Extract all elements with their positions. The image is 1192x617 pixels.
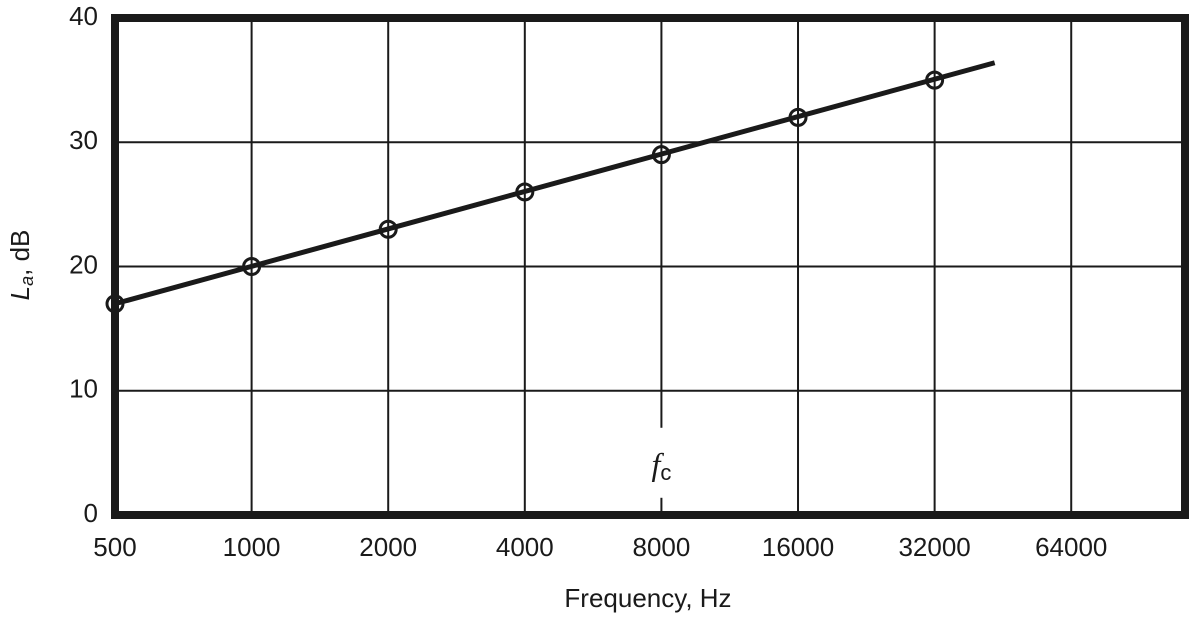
plot-border [111, 14, 1189, 519]
x-tick-label: 16000 [762, 532, 834, 562]
y-axis-label: La, dB [5, 230, 37, 301]
x-tick-label: 500 [93, 532, 136, 562]
y-label-main: L [5, 286, 35, 300]
y-tick-label: 30 [69, 125, 98, 155]
x-tick-label: 2000 [359, 532, 417, 562]
annotation-sub: c [660, 460, 671, 485]
x-axis-label: Frequency, Hz [564, 583, 731, 613]
y-label-sub: a [17, 276, 37, 286]
y-tick-label: 20 [69, 249, 98, 279]
x-tick-label: 64000 [1035, 532, 1107, 562]
fit-line [114, 60, 996, 307]
x-tick-label: 32000 [898, 532, 970, 562]
x-tick-label: 4000 [496, 532, 554, 562]
y-tick-label: 0 [84, 498, 98, 528]
x-tick-label: 8000 [632, 532, 690, 562]
x-tick-label: 1000 [223, 532, 281, 562]
annotation-background [639, 427, 684, 498]
y-tick-label: 10 [69, 374, 98, 404]
y-label-rest: , dB [5, 230, 35, 276]
y-tick-label: 40 [69, 1, 98, 31]
